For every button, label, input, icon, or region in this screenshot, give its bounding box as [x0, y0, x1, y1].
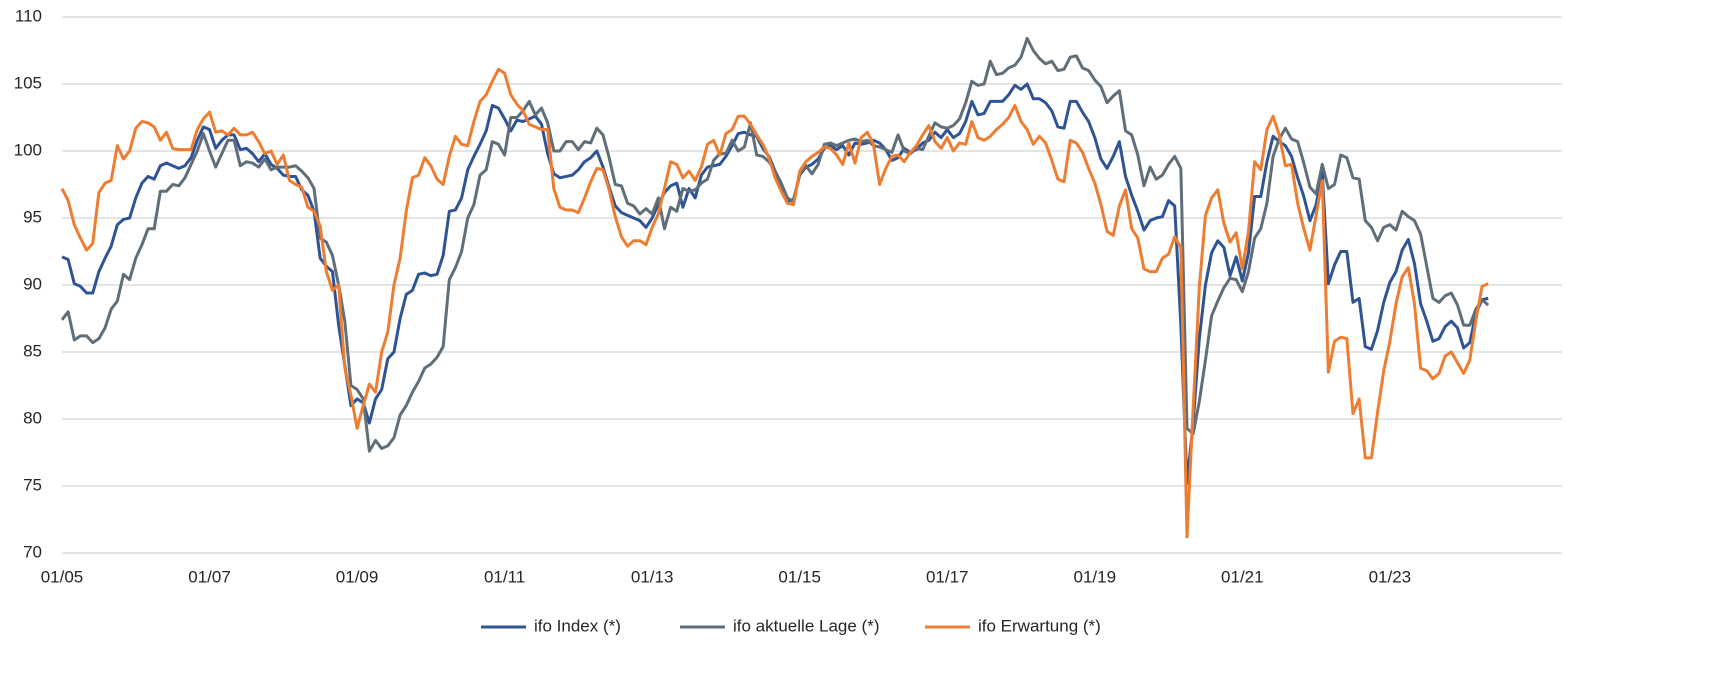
- y-tick-label: 100: [14, 140, 42, 159]
- x-tick-label: 01/05: [41, 567, 84, 586]
- x-tick-label: 01/21: [1221, 567, 1264, 586]
- y-tick-label: 110: [15, 6, 42, 25]
- series-line: [60, 67, 1489, 539]
- x-tick-label: 01/11: [484, 567, 525, 586]
- y-tick-label: 75: [23, 475, 42, 494]
- y-tick-label: 80: [23, 408, 42, 427]
- x-tick-label: 01/19: [1074, 567, 1117, 586]
- x-tick-label: 01/17: [926, 567, 969, 586]
- y-tick-label: 90: [23, 274, 42, 293]
- y-tick-label: 85: [23, 341, 42, 360]
- legend-label: ifo Erwartung (*): [978, 616, 1101, 635]
- legend-label: ifo Index (*): [534, 616, 621, 635]
- x-tick-label: 01/15: [778, 567, 821, 586]
- series-line: [61, 82, 1489, 485]
- x-tick-label: 01/23: [1369, 567, 1412, 586]
- series-line: [60, 36, 1490, 453]
- x-tick-label: 01/09: [336, 567, 379, 586]
- y-tick-label: 105: [14, 73, 42, 92]
- y-tick-label: 95: [23, 207, 42, 226]
- x-tick-label: 01/07: [188, 567, 231, 586]
- legend-label: ifo aktuelle Lage (*): [733, 616, 879, 635]
- x-tick-label: 01/13: [631, 567, 674, 586]
- y-tick-label: 70: [23, 542, 42, 561]
